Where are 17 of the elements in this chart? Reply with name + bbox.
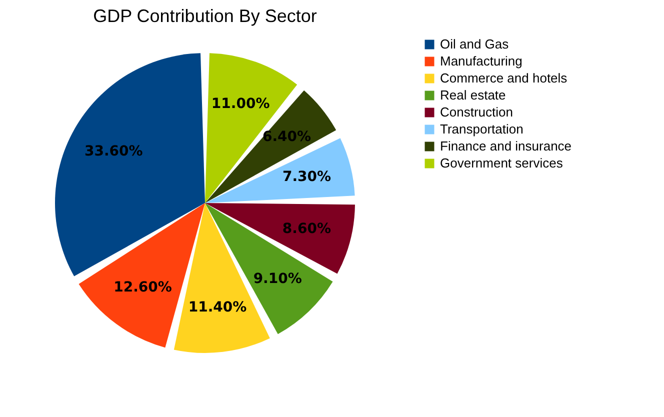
legend-label: Transportation <box>440 122 524 136</box>
data-label: 8.60% <box>282 221 331 238</box>
legend-label: Commerce and hotels <box>440 70 568 86</box>
legend-label: Construction <box>440 104 513 120</box>
data-label: 7.30% <box>282 169 332 186</box>
data-label: 11.40% <box>188 299 247 316</box>
chart-title: GDP Contribution By Sector <box>93 6 317 26</box>
data-label: 11.00% <box>211 96 270 112</box>
data-label: 9.10% <box>253 270 302 287</box>
legend-label: Manufacturing <box>440 54 522 68</box>
data-label: 6.40% <box>262 129 312 146</box>
legend-label: Finance and insurance <box>440 138 572 154</box>
legend-label: Real estate <box>440 88 506 102</box>
data-label: 12.60% <box>114 280 172 296</box>
data-label: 33.60% <box>84 143 143 160</box>
legend-label: Government services <box>440 156 564 170</box>
legend-label: Oil and Gas <box>440 36 510 52</box>
